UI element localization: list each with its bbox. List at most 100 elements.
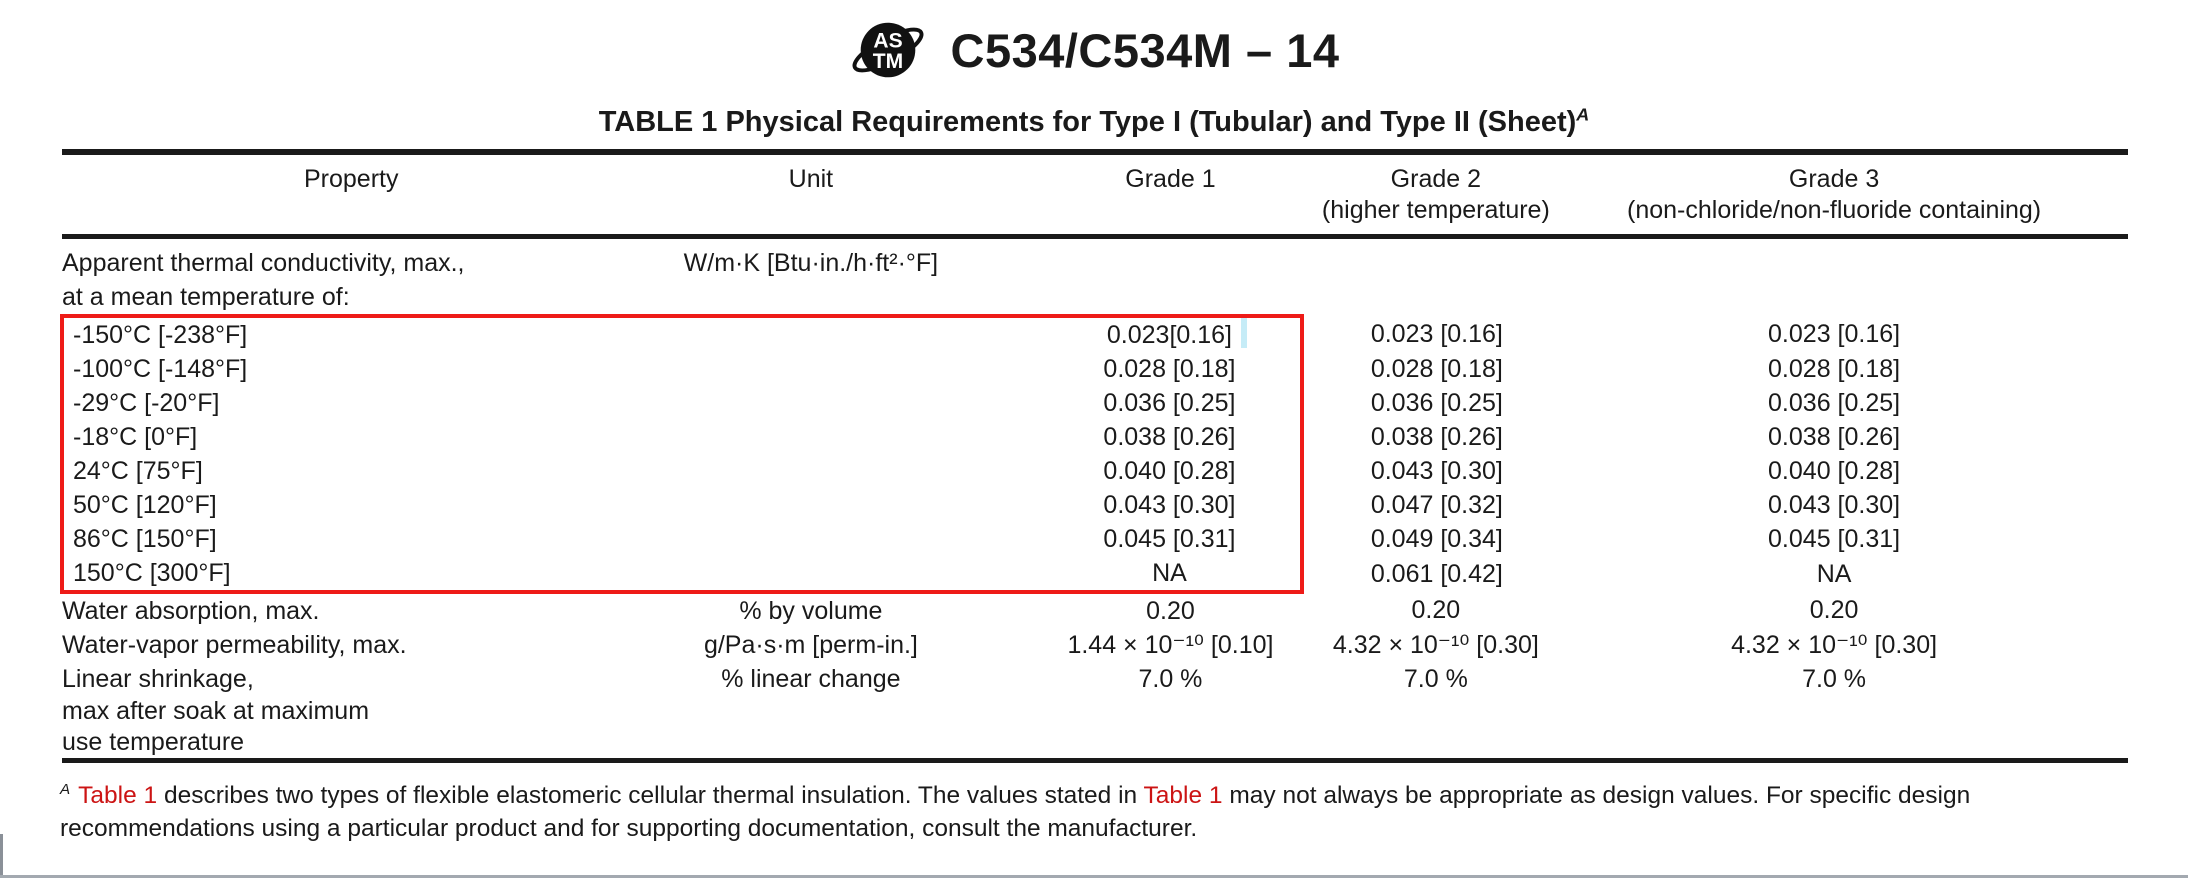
table-row: at a mean temperature of: [62, 280, 2128, 316]
cell-unit: g/Pa·s·m [perm-in.] [703, 631, 918, 659]
table-row-highlighted: 86°C [150°F] 0.045 [0.31] 0.049 [0.34] 0… [59, 522, 2128, 556]
cell-property: -100°C [-148°F] [59, 352, 641, 386]
cell-grade3 [1570, 696, 2128, 727]
highlight-artifact [1241, 318, 1247, 348]
column-header-grade1: Grade 1 [1125, 165, 1216, 193]
astm-logo-text-top: AS [873, 30, 902, 53]
cell-grade3: 0.028 [0.18] [1768, 355, 1901, 383]
cell-unit [640, 352, 981, 386]
cell-grade2: 4.32 × 10⁻¹⁰ [0.30] [1332, 631, 1539, 659]
cell-grade2 [1302, 237, 1571, 281]
cell-grade2: 0.047 [0.32] [1370, 491, 1503, 519]
table-row: max after soak at maximum [62, 696, 2128, 727]
cell-grade2: 0.036 [0.25] [1370, 389, 1503, 417]
astm-logo-icon: AS TM [852, 22, 923, 78]
cell-unit [640, 696, 981, 727]
column-header-unit: Unit [788, 165, 834, 193]
cell-grade2 [1302, 280, 1571, 316]
cell-property: Water-vapor permeability, max. [62, 631, 407, 659]
table-title-footnote-mark: A [1576, 104, 1590, 125]
cell-grade2: 0.038 [0.26] [1370, 423, 1503, 451]
table-title: TABLE 1 Physical Requirements for Type I… [60, 104, 2128, 139]
cell-property: 50°C [120°F] [59, 488, 641, 522]
cell-property: at a mean temperature of: [62, 283, 350, 311]
cell-property: -150°C [-238°F] [59, 314, 641, 352]
cell-grade1 [981, 237, 1301, 281]
cell-grade2: 0.028 [0.18] [1370, 355, 1503, 383]
cell-property: 150°C [300°F] [59, 556, 641, 594]
astm-logo-text-bottom: TM [872, 50, 902, 73]
cell-property: max after soak at maximum [62, 697, 370, 725]
cell-grade3: 0.045 [0.31] [1768, 525, 1901, 553]
table-row-highlighted: 50°C [120°F] 0.043 [0.30] 0.047 [0.32] 0… [59, 488, 2128, 522]
cell-grade1: 0.036 [0.25] [981, 386, 1304, 420]
table-row: Linear shrinkage, % linear change 7.0 % … [62, 662, 2128, 696]
table-row-highlighted: -100°C [-148°F] 0.028 [0.18] 0.028 [0.18… [59, 352, 2128, 386]
cell-property: -18°C [0°F] [59, 420, 641, 454]
table-header: Property Unit Grade 1 Grade 2 (higher tem… [62, 152, 2128, 237]
cell-property: 24°C [75°F] [59, 454, 641, 488]
physical-requirements-table: Property Unit Grade 1 Grade 2 (higher tem… [59, 149, 2128, 763]
footnote-text-1: describes two types of flexible elastome… [157, 782, 1144, 809]
column-header-grade2-title: Grade 2 [1390, 165, 1482, 193]
cell-grade1: 0.028 [0.18] [981, 352, 1304, 386]
cell-grade1 [981, 696, 1301, 727]
table-title-text: TABLE 1 Physical Requirements for Type I… [598, 106, 1577, 138]
cell-grade3: 0.040 [0.28] [1768, 457, 1901, 485]
table-row: Water-vapor permeability, max. g/Pa·s·m … [62, 628, 2128, 662]
cell-property: Water absorption, max. [62, 597, 320, 625]
footnote-link-table1-second[interactable]: Table 1 [1143, 782, 1223, 809]
table-row-highlighted: -18°C [0°F] 0.038 [0.26] 0.038 [0.26] 0.… [59, 420, 2128, 454]
cell-unit [640, 727, 981, 761]
table-row-highlighted: 24°C [75°F] 0.040 [0.28] 0.043 [0.30] 0.… [59, 454, 2128, 488]
column-header-grade2: Grade 2 (higher temperature) [1302, 152, 1571, 237]
cell-unit [640, 386, 981, 420]
cell-grade3: 4.32 × 10⁻¹⁰ [0.30] [1731, 631, 1938, 659]
column-header-grade3: Grade 3 (non-chloride/non-fluoride contai… [1570, 152, 2128, 237]
cell-grade1: 0.023[0.16] [981, 314, 1304, 352]
cell-unit [640, 420, 981, 454]
cell-grade1: 0.040 [0.28] [981, 454, 1304, 488]
cell-unit: W/m·K [Btu·in./h·ft²·°F] [683, 249, 939, 277]
cell-unit [640, 522, 981, 556]
cell-grade2: 0.043 [0.30] [1370, 457, 1503, 485]
cell-grade3: 0.043 [0.30] [1768, 491, 1901, 519]
document-code: C534/C534M – 14 [950, 23, 1340, 77]
cell-grade2 [1302, 727, 1571, 761]
table-header-row: Property Unit Grade 1 Grade 2 (higher tem… [62, 152, 2128, 237]
table-body: Apparent thermal conductivity, max., W/m… [59, 237, 2128, 761]
cell-grade3: 0.20 [1809, 596, 1859, 624]
table-row-highlighted: -29°C [-20°F] 0.036 [0.25] 0.036 [0.25] … [59, 386, 2128, 420]
cell-unit [640, 454, 981, 488]
column-header-grade3-title: Grade 3 [1788, 165, 1880, 193]
page-left-edge [0, 834, 3, 878]
column-header-grade2-subtitle: (higher temperature) [1321, 196, 1550, 224]
table-block: TABLE 1 Physical Requirements for Type I… [59, 104, 2128, 763]
cell-grade2 [1302, 696, 1571, 727]
footnote-link-table1[interactable]: Table 1 [78, 782, 158, 809]
cell-grade3: 0.023 [0.16] [1768, 320, 1901, 348]
cell-grade1: NA [981, 556, 1304, 594]
cell-grade3 [1570, 237, 2128, 281]
cell-grade3: NA [1816, 560, 1852, 588]
cell-grade3: 0.036 [0.25] [1768, 389, 1901, 417]
cell-grade2: 0.049 [0.34] [1370, 525, 1503, 553]
cell-grade1 [981, 280, 1301, 316]
cell-grade2: 0.061 [0.42] [1370, 560, 1503, 588]
cell-grade2: 0.023 [0.16] [1370, 320, 1503, 348]
column-header-property: Property [303, 165, 399, 193]
cell-property: Apparent thermal conductivity, max., [62, 249, 465, 277]
table-row: Apparent thermal conductivity, max., W/m… [62, 237, 2128, 281]
cell-grade2: 0.20 [1411, 596, 1461, 624]
cell-unit [640, 556, 982, 594]
cell-unit [640, 314, 982, 352]
footnote-text-2: may not always be appropriate as design … [60, 782, 1971, 842]
cell-grade1: 1.44 × 10⁻¹⁰ [0.10] [1067, 631, 1274, 659]
page-header: AS TM C534/C534M – 14 [0, 0, 2188, 92]
cell-property: -29°C [-20°F] [59, 386, 641, 420]
cell-unit: % by volume [739, 597, 883, 625]
table-row: Water absorption, max. % by volume 0.20 … [62, 592, 2128, 628]
cell-grade3: 7.0 % [1802, 665, 1867, 693]
footnote: A Table 1 describes two types of flexible… [60, 779, 2128, 845]
